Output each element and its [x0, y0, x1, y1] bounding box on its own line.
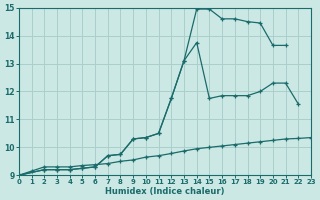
X-axis label: Humidex (Indice chaleur): Humidex (Indice chaleur) — [105, 187, 225, 196]
